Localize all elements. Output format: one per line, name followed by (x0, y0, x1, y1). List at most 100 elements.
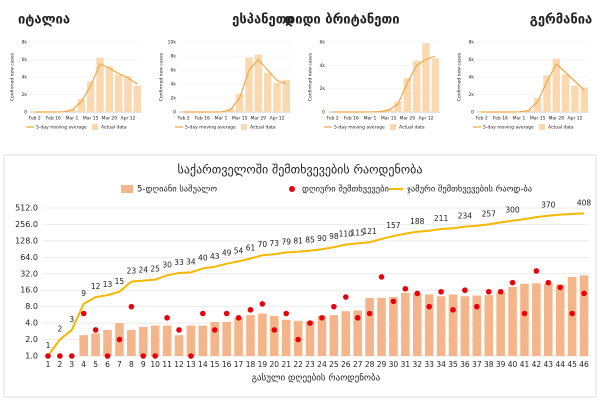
daily-dot (92, 327, 99, 333)
x-tick-label: 30 (389, 360, 399, 369)
daily-dot (80, 310, 87, 317)
x-tick-label: 43 (544, 360, 554, 369)
value-label: 115 (351, 228, 366, 237)
x-tick-label: 11 (162, 360, 172, 369)
daily-dot (140, 353, 147, 359)
panel-border (3, 154, 597, 398)
x-tick-label: 7 (117, 360, 122, 369)
daily-dot (164, 315, 170, 321)
x-tick-label: 24 (317, 360, 327, 369)
legend-label: 5-day moving average (334, 125, 385, 131)
x-tick-label: 32 (412, 360, 422, 369)
daily-dot (211, 327, 218, 333)
legend-label: Actual data (101, 125, 127, 131)
average-bar (544, 283, 553, 356)
value-label: 300 (505, 206, 520, 215)
x-tick-label: 16 (222, 360, 232, 369)
daily-dot (307, 320, 313, 326)
country-title: დიდი ბრიტანეთი (284, 13, 399, 28)
y-tick-label: 2k (22, 92, 28, 98)
x-tick-label: 46 (579, 360, 589, 369)
daily-dot (485, 288, 492, 295)
y-tick-label: 0 (471, 110, 474, 116)
value-label: 25 (150, 265, 160, 274)
value-label: 23 (127, 267, 137, 276)
y-tick-label: 0 (24, 110, 27, 116)
actual-bar (77, 98, 86, 112)
legend-swatch (539, 124, 545, 130)
value-label: 121 (362, 227, 377, 236)
x-tick-label: 19 (258, 360, 268, 369)
value-label: 61 (246, 243, 256, 252)
legend-swatch (390, 124, 396, 130)
actual-bar (422, 43, 430, 112)
x-tick-label: 45 (567, 360, 577, 369)
x-tick-label: Feb 2 (476, 116, 488, 122)
x-tick-label: 27 (353, 360, 363, 369)
country-title: იტალია (18, 13, 70, 28)
y-tick-label: 4k (320, 63, 326, 69)
x-axis-label: გასული დღეების რაოდენობა (252, 373, 381, 384)
x-tick-label: Apr 12 (270, 116, 285, 122)
legend-label: Actual data (399, 125, 425, 131)
value-label: 30 (162, 260, 172, 269)
x-tick-label: Mar 29 (251, 116, 267, 122)
average-bar (389, 297, 398, 356)
daily-dot (235, 315, 242, 321)
value-label: 2 (57, 325, 62, 334)
daily-dot (68, 353, 75, 359)
average-bar (508, 286, 517, 356)
y-tick-label: 6k (469, 57, 475, 63)
x-tick-label: 22 (293, 360, 303, 369)
daily-dot (390, 298, 397, 305)
average-bar (377, 297, 386, 356)
value-label: 15 (115, 277, 125, 286)
x-tick-label: 14 (198, 360, 208, 369)
x-tick-label: 8 (129, 360, 134, 369)
average-bar (424, 294, 434, 356)
x-tick-label: Apr 12 (419, 116, 434, 122)
daily-dot (57, 353, 63, 359)
x-tick-label: Apr 12 (121, 116, 136, 122)
x-tick-label: 29 (377, 360, 387, 369)
y-axis-label: Confirmed new cases (308, 52, 314, 101)
actual-bar (235, 93, 244, 112)
value-label: 54 (234, 246, 244, 255)
actual-bar (263, 72, 272, 112)
daily-dot (188, 353, 194, 359)
x-tick-label: 9 (141, 360, 146, 369)
actual-bar (105, 66, 114, 112)
y-axis-label: Confirmed new cases (10, 52, 16, 101)
x-tick-label: 34 (436, 360, 446, 369)
average-bar (258, 313, 267, 356)
actual-bar (394, 101, 402, 112)
cumulative-line (47, 212, 585, 357)
x-tick-label: 12 (174, 360, 184, 369)
daily-dot (116, 336, 123, 343)
value-label: 43 (210, 252, 220, 261)
x-tick-label: Mar 29 (549, 116, 565, 122)
value-label: 73 (270, 239, 280, 248)
actual-bar (571, 85, 579, 112)
legend-swatch (289, 186, 295, 192)
x-tick-label: 40 (508, 360, 518, 369)
average-bar (246, 315, 255, 356)
y-tick-label: 4k (171, 82, 177, 88)
average-bar (281, 319, 291, 356)
legend-label: Actual data (250, 125, 276, 131)
daily-dot (426, 303, 432, 310)
x-tick-label: 13 (186, 360, 196, 369)
x-tick-label: Mar 1 (215, 116, 228, 122)
y-tick-label: 2k (171, 96, 177, 102)
average-bar (270, 315, 279, 356)
y-axis-label: Confirmed new cases (159, 52, 165, 101)
actual-bar (114, 74, 123, 112)
actual-bar (533, 98, 542, 112)
x-tick-label: 3 (69, 360, 74, 369)
x-tick-label: 4 (81, 360, 86, 369)
daily-dot (450, 307, 456, 313)
actual-bar (133, 85, 142, 112)
average-bar (579, 275, 589, 356)
actual-bar (96, 57, 104, 112)
